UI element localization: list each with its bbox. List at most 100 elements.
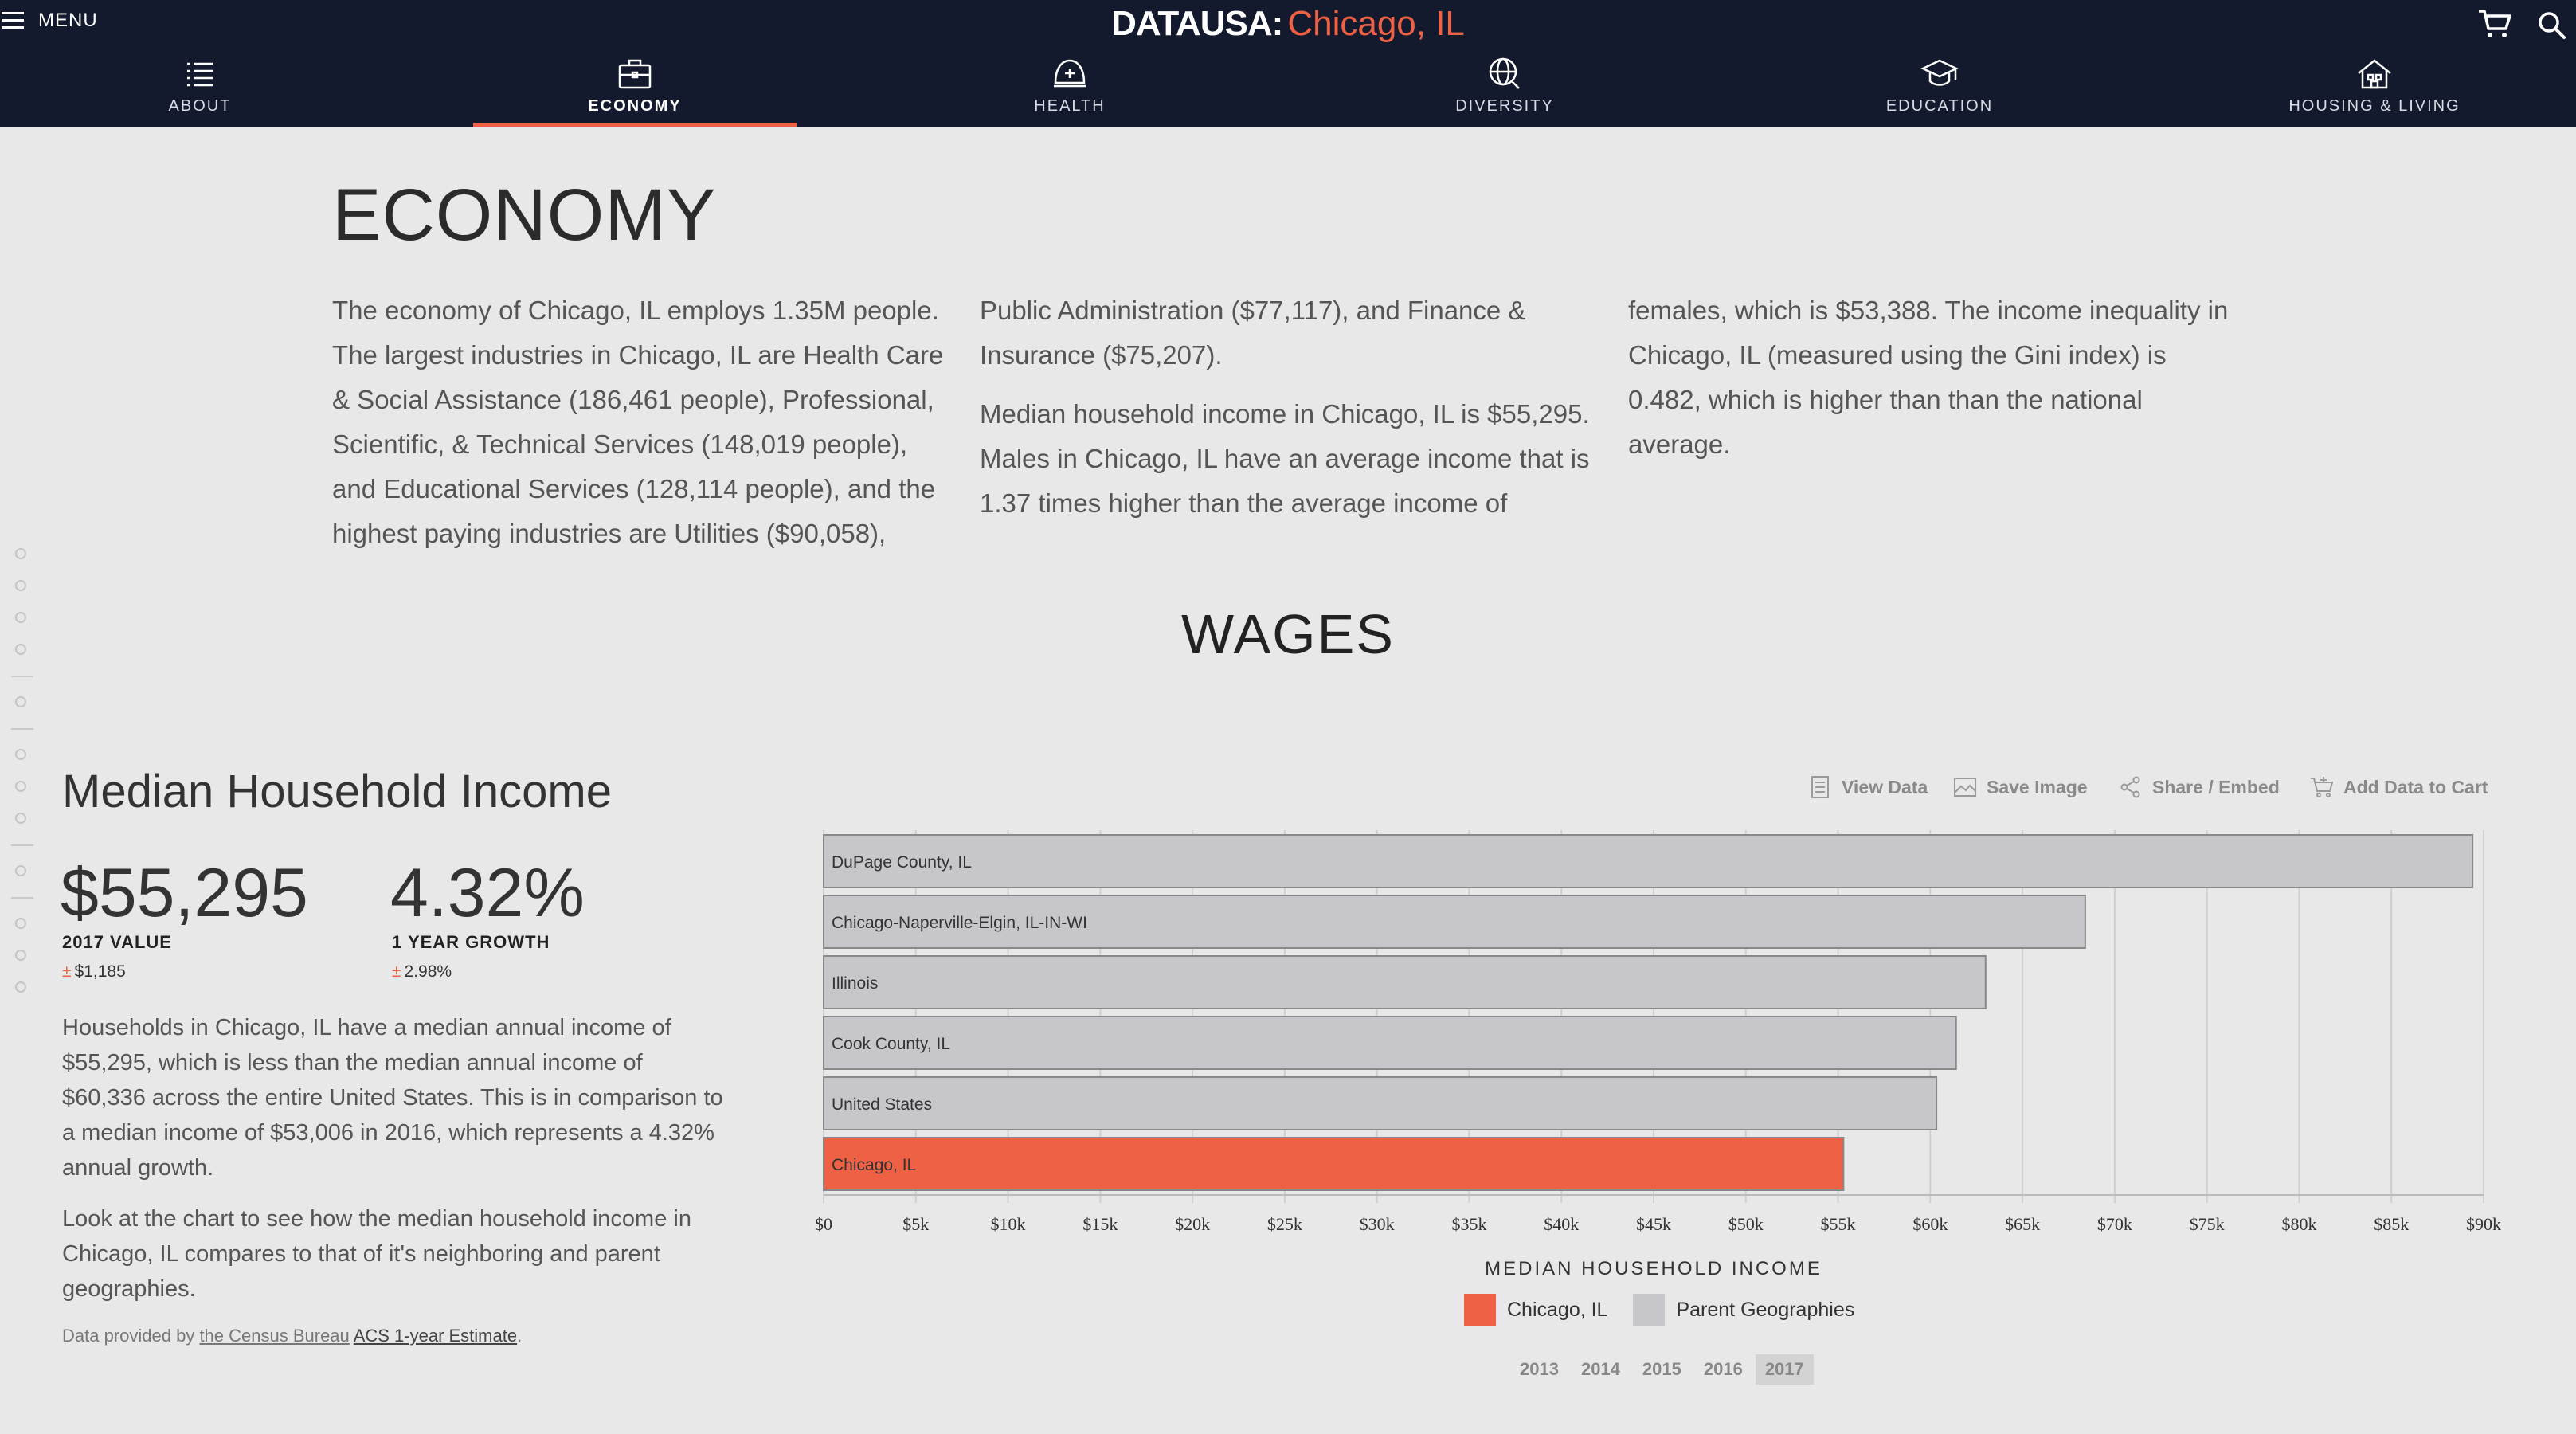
- stat-value: $55,295: [61, 855, 308, 931]
- share-embed-button[interactable]: Share / Embed: [2119, 773, 2280, 801]
- x-tick-label: $0: [815, 1214, 832, 1234]
- year-button[interactable]: 2013: [1520, 1359, 1559, 1379]
- stat-value-label: 2017 VALUE: [62, 932, 172, 952]
- data-source: Data provided by the Census Bureau ACS 1…: [62, 1326, 522, 1346]
- section-title-wages: WAGES: [1181, 603, 1395, 665]
- house-icon: [2358, 59, 2391, 89]
- x-tick-label: $30k: [1360, 1214, 1395, 1234]
- rail-dot[interactable]: [15, 918, 26, 929]
- save-image-label: Save Image: [1987, 776, 2088, 797]
- rail-dot[interactable]: [15, 813, 26, 824]
- x-tick-label: $90k: [2466, 1214, 2501, 1234]
- tab-about[interactable]: ABOUT: [38, 56, 362, 127]
- menu-label: MENU: [38, 10, 98, 31]
- menu-button[interactable]: MENU: [0, 6, 98, 35]
- x-tick-label: $10k: [991, 1214, 1026, 1234]
- bar[interactable]: [823, 895, 2086, 949]
- x-tick-label: $25k: [1267, 1214, 1302, 1234]
- cart-add-icon: [2311, 777, 2334, 797]
- year-button[interactable]: 2016: [1703, 1359, 1743, 1379]
- section-title-economy: ECONOMY: [332, 174, 717, 256]
- tab-label: HOUSING & LIVING: [2288, 97, 2461, 115]
- bar-label: Cook County, IL: [832, 1035, 950, 1053]
- x-tick-label: $45k: [1636, 1214, 1671, 1234]
- legend-label: Parent Geographies: [1676, 1298, 1855, 1321]
- rail-divider: [11, 844, 33, 846]
- rail-dot[interactable]: [15, 644, 26, 655]
- intro-column-2: Public Administration ($77,117), and Fin…: [980, 288, 1593, 540]
- x-tick-label: $60k: [1912, 1214, 1948, 1234]
- intro-column-3: females, which is $53,388. The income in…: [1628, 288, 2241, 481]
- image-icon: [1954, 778, 1976, 797]
- plus-minus: ±: [392, 962, 401, 981]
- tab-education[interactable]: EDUCATION: [1778, 56, 2101, 127]
- year-button[interactable]: 2014: [1580, 1359, 1620, 1379]
- site-brand[interactable]: DATAUSA: Chicago, IL: [0, 2, 2576, 46]
- topic-title: Median Household Income: [62, 766, 612, 817]
- legend-item-chicago[interactable]: Chicago, IL: [1464, 1294, 1607, 1326]
- rail-divider: [11, 676, 33, 677]
- x-tick-label: $70k: [2097, 1214, 2132, 1234]
- bar[interactable]: [823, 834, 2474, 888]
- rail-dot[interactable]: [15, 696, 26, 707]
- legend-item-parent[interactable]: Parent Geographies: [1633, 1294, 1854, 1326]
- source-suffix: .: [517, 1326, 523, 1346]
- rail-dot[interactable]: [15, 548, 26, 559]
- cart-icon[interactable]: [2477, 8, 2512, 40]
- tab-diversity[interactable]: DIVERSITY: [1343, 56, 1666, 127]
- legend-label: Chicago, IL: [1507, 1298, 1608, 1321]
- legend-swatch: [1633, 1294, 1666, 1326]
- x-tick-label: $40k: [1544, 1214, 1579, 1234]
- stat-growth: 4.32%: [390, 855, 585, 931]
- tab-label: HEALTH: [1034, 97, 1106, 115]
- stat-growth-moe: ±2.98%: [392, 962, 452, 981]
- tab-economy[interactable]: ECONOMY: [473, 56, 797, 127]
- x-tick-label: $20k: [1175, 1214, 1210, 1234]
- bar[interactable]: [823, 955, 1987, 1009]
- intro-column-1: The economy of Chicago, IL employs 1.35M…: [332, 288, 945, 570]
- stat-growth-label: 1 YEAR GROWTH: [392, 932, 550, 952]
- rail-dot[interactable]: [15, 781, 26, 792]
- bar[interactable]: [823, 1076, 1938, 1130]
- year-selector: 2013 2014 2015 2016 2017: [1510, 1354, 1817, 1385]
- x-axis-title: MEDIAN HOUSEHOLD INCOME: [1485, 1258, 1822, 1279]
- tab-health[interactable]: HEALTH: [908, 56, 1231, 127]
- hamburger-icon: [2, 12, 24, 29]
- source-prefix: Data provided by: [62, 1326, 200, 1346]
- acs-estimate-link[interactable]: ACS 1-year Estimate: [353, 1326, 518, 1346]
- year-button-active[interactable]: 2017: [1755, 1354, 1814, 1385]
- list-icon: [187, 62, 213, 87]
- helmet-icon: [1054, 59, 1086, 88]
- rail-dot[interactable]: [15, 865, 26, 876]
- search-icon[interactable]: [2536, 10, 2566, 40]
- description-paragraph: Households in Chicago, IL have a median …: [62, 1015, 723, 1181]
- rail-dot[interactable]: [15, 612, 26, 623]
- intro-paragraph: Median household income in Chicago, IL i…: [980, 399, 1590, 518]
- rail-dot[interactable]: [15, 981, 26, 993]
- rail-dot[interactable]: [15, 749, 26, 760]
- intro-paragraph: The economy of Chicago, IL employs 1.35M…: [332, 296, 944, 548]
- moe-value: 2.98%: [404, 962, 452, 981]
- median-income-bar-chart: $0 $5k $10k $15k $20k $25k $30k $35k $40k $45k $50…: [815, 830, 2501, 1279]
- graduation-cap-icon: [1920, 59, 1959, 86]
- rail-dot[interactable]: [15, 950, 26, 961]
- top-navigation-bar: MENU DATAUSA: Chicago, IL ABOUT ECONOMY H…: [0, 0, 2576, 127]
- save-image-button[interactable]: Save Image: [1953, 773, 2088, 801]
- census-bureau-link[interactable]: the Census Bureau: [199, 1326, 350, 1346]
- add-to-cart-button[interactable]: Add Data to Cart: [2310, 773, 2488, 801]
- rail-divider: [11, 728, 33, 730]
- bar[interactable]: [823, 1016, 1957, 1070]
- description-paragraph: Look at the chart to see how the median …: [62, 1206, 691, 1302]
- bar[interactable]: [823, 1137, 1845, 1191]
- rail-dot[interactable]: [15, 580, 26, 591]
- document-icon: [1811, 776, 1829, 798]
- x-tick-label: $50k: [1728, 1214, 1764, 1234]
- year-button[interactable]: 2015: [1642, 1359, 1681, 1379]
- stat-value-moe: ± $1,185: [62, 962, 126, 981]
- x-tick-label: $5k: [902, 1214, 929, 1234]
- share-embed-label: Share / Embed: [2152, 776, 2280, 797]
- view-data-button[interactable]: View Data: [1808, 773, 1928, 801]
- bar-label: Illinois: [832, 974, 878, 993]
- tab-housing-living[interactable]: HOUSING & LIVING: [2213, 56, 2536, 127]
- share-icon: [2120, 776, 2140, 798]
